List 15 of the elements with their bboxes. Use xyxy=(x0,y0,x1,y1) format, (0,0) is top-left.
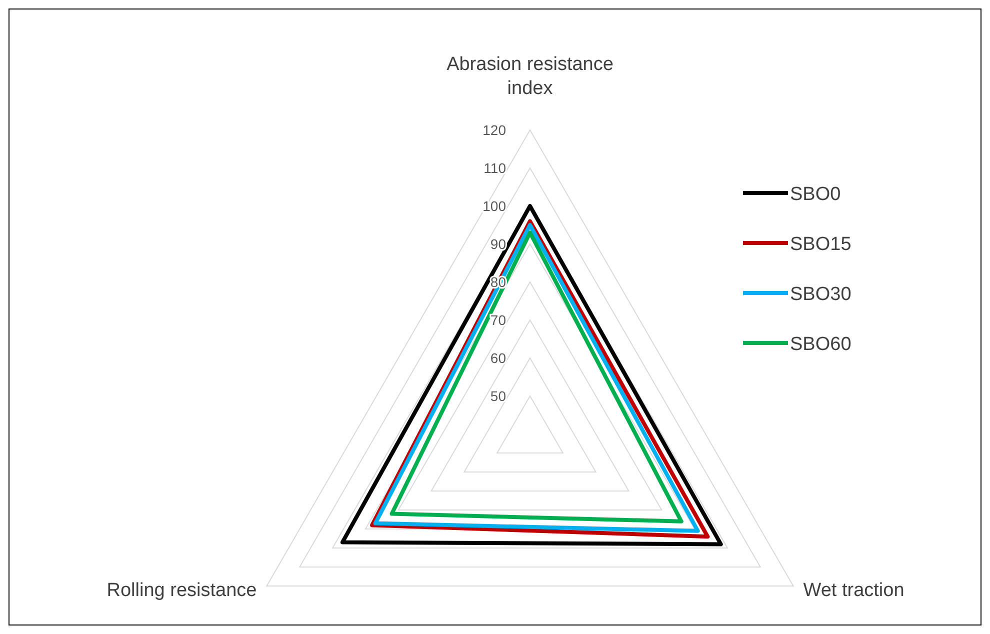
y-tick-label: 110 xyxy=(484,160,506,176)
y-tick-label: 50 xyxy=(490,388,506,404)
y-tick-label: 60 xyxy=(490,350,506,366)
y-tick-label: 120 xyxy=(482,122,506,138)
spoke-label: Wet traction xyxy=(803,580,904,601)
legend-label: SBO0 xyxy=(790,184,841,205)
legend-label: SBO30 xyxy=(790,284,852,305)
y-tick-label: 70 xyxy=(490,312,506,328)
y-tick-label: 80 xyxy=(490,274,506,290)
spoke-label: Rolling resistance xyxy=(106,580,257,601)
y-tick-label: 100 xyxy=(482,198,506,214)
legend-label: SBO60 xyxy=(790,334,852,355)
y-tick-label: 90 xyxy=(490,236,506,252)
spoke-label: Abrasion resistance index xyxy=(446,54,614,99)
legend-label: SBO15 xyxy=(790,234,852,255)
